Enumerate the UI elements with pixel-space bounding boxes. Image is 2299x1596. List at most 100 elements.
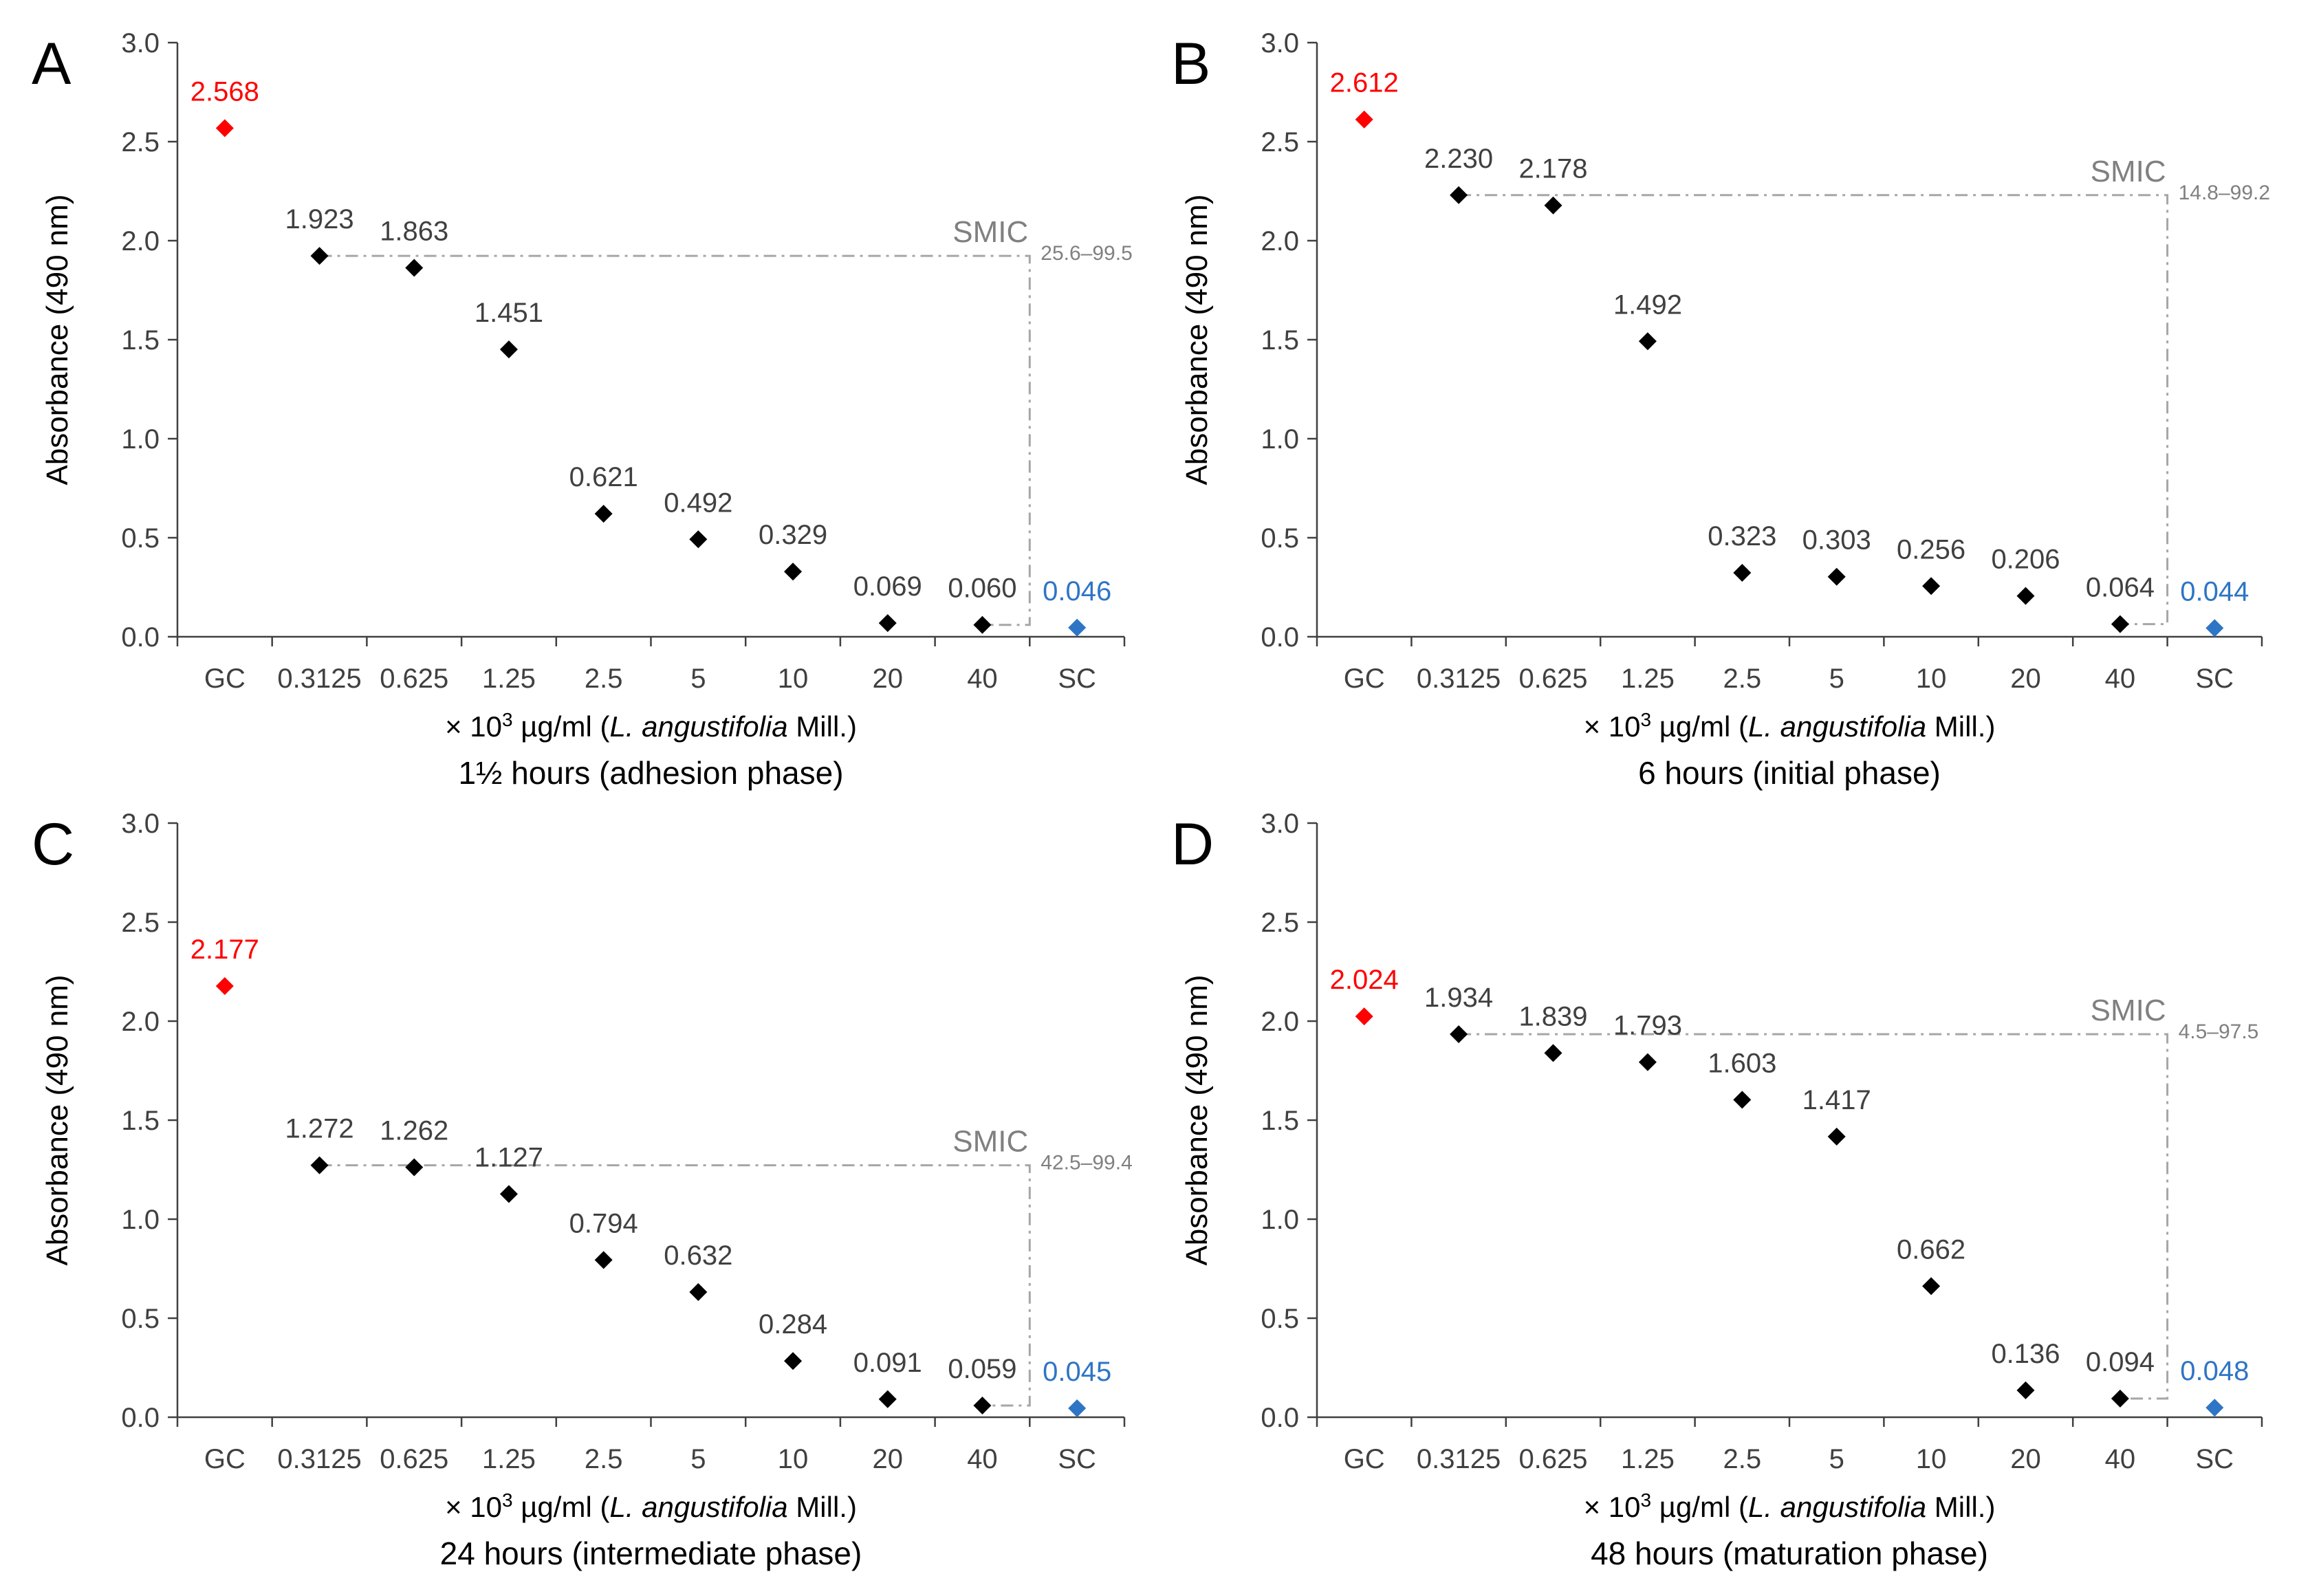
data-label: 0.094 [2086,1347,2155,1377]
y-axis-label: Absorbance (490 nm) [1180,974,1214,1265]
data-label: 1.923 [285,204,353,234]
y-tick-label: 0.0 [1261,1403,1299,1433]
y-tick-label: 0.0 [1261,622,1299,653]
x-tick-label: 1.25 [1621,1444,1675,1474]
data-point [784,562,803,581]
x-tick-label: 0.625 [1518,1444,1587,1474]
x-axis-label: × 103 µg/ml (L. angustifolia Mill.) [445,709,857,743]
data-label: 1.451 [475,298,543,328]
data-point [405,1158,424,1177]
data-label: 0.329 [759,520,827,550]
smic-label: SMIC [2091,155,2166,188]
data-label: 2.230 [1424,144,1493,174]
data-label: 0.046 [1043,576,1111,606]
x-tick-label: 20 [873,664,904,694]
data-point [1733,1091,1752,1109]
x-tick-label: 2.5 [585,664,623,694]
panel-b: B 0.0 0.5 1.0 1.5 2.0 2.5 3.0 GC 0.3125 0.625 1.25 2… [1171,28,2270,791]
x-tick-label: 0.625 [380,664,448,694]
data-label: 0.069 [853,571,922,602]
x-tick-label: 20 [873,1444,904,1474]
data-label: 0.632 [664,1240,732,1271]
panel-a: A 0.0 0.5 1.0 1.5 2.0 2.5 3.0 GC 0.3125 0.625 1.25 2… [32,28,1133,791]
data-label: 0.064 [2086,573,2155,603]
smic-bracket [319,254,1031,626]
panel-letter: B [1171,31,1210,97]
gc-point [215,977,234,996]
data-point [1733,563,1752,582]
data-point [2111,1389,2129,1408]
x-tick-label: 10 [1916,1444,1947,1474]
smic-range: 42.5–99.4 [1040,1152,1132,1174]
x-tick-label: 5 [1829,1444,1844,1474]
smic-range: 4.5–97.5 [2179,1020,2259,1043]
data-point [594,1251,613,1269]
y-tick-label: 1.0 [1261,424,1299,455]
x-tick-label: 1.25 [1621,664,1675,694]
smic-label: SMIC [952,1125,1028,1159]
x-tick-label: 40 [2105,664,2136,694]
data-label: 0.662 [1897,1234,1965,1265]
x-tick-label: 0.3125 [277,1444,361,1474]
data-point [1638,332,1657,351]
x-tick-label: SC [1058,1444,1096,1474]
data-point [594,505,613,523]
data-label: 0.136 [1991,1339,2060,1369]
data-point [1544,1044,1562,1062]
y-tick-label: 2.5 [121,908,160,938]
x-tick-label: 10 [778,664,809,694]
smic-bracket [1459,194,2169,626]
data-label: 1.863 [380,216,448,246]
x-tick-label: 5 [1829,664,1844,694]
data-point [1922,577,1941,595]
data-label: 0.206 [1991,545,2060,575]
smic-label: SMIC [2091,994,2166,1027]
y-tick-label: 2.5 [121,127,160,157]
y-tick-label: 3.0 [121,28,160,58]
data-point [2016,587,2035,605]
data-label: 1.492 [1613,289,1682,320]
sc-point [2205,619,2224,637]
y-tick-label: 1.5 [121,325,160,356]
data-point [1827,1127,1846,1146]
data-point [878,1390,897,1408]
x-tick-label: 1.25 [482,664,536,694]
data-label: 2.177 [190,934,259,965]
x-tick-label: 0.3125 [1417,664,1501,694]
data-point [2111,615,2129,633]
x-axis-label: × 103 µg/ml (L. angustifolia Mill.) [1584,709,1996,743]
y-tick-label: 1.0 [121,424,160,455]
data-label: 1.934 [1424,983,1493,1013]
x-tick-label: GC [204,664,246,694]
y-axis-label: Absorbance (490 nm) [1180,194,1214,485]
data-point [973,1397,992,1415]
data-label: 0.256 [1897,534,1965,565]
y-tick-label: 1.5 [1261,1106,1299,1136]
x-tick-label: 0.3125 [1417,1444,1501,1474]
data-label: 0.303 [1802,525,1871,556]
data-point [1544,196,1562,215]
panel-title: 48 hours (maturation phase) [1591,1535,1988,1571]
data-label: 1.839 [1518,1001,1587,1031]
data-point [310,247,329,265]
data-label: 0.284 [759,1309,827,1340]
y-tick-label: 2.0 [121,226,160,256]
x-tick-label: SC [2196,1444,2234,1474]
y-tick-label: 2.5 [1261,908,1299,938]
x-tick-label: 20 [2010,664,2041,694]
y-tick-label: 2.0 [1261,226,1299,256]
data-label: 2.178 [1518,154,1587,184]
gc-point [1355,110,1373,129]
data-label: 2.568 [190,76,259,107]
data-point [499,340,518,359]
data-point [878,614,897,633]
x-axis-label: × 103 µg/ml (L. angustifolia Mill.) [1584,1489,1996,1524]
y-tick-label: 2.5 [1261,127,1299,157]
data-point [1450,186,1468,204]
data-label: 1.603 [1708,1048,1776,1078]
x-tick-label: SC [1058,664,1096,694]
sc-point [1068,1399,1087,1418]
data-label: 1.272 [285,1114,353,1144]
x-tick-label: SC [2196,664,2234,694]
y-axis-label: Absorbance (490 nm) [41,194,74,485]
